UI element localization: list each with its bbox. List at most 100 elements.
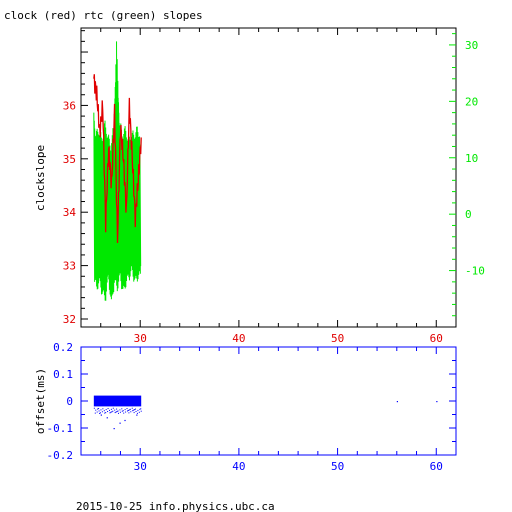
bottom-axis-ticks: 30 40 50 60 0.2 0.1 0 -0.1 -0.2 <box>47 341 457 473</box>
offset-point <box>123 412 125 414</box>
bottom-y-axis-label: offset(ms) <box>34 368 47 434</box>
offset-point <box>110 408 112 410</box>
top-plot-frame <box>80 27 457 328</box>
offset-point <box>109 412 111 414</box>
offset-point <box>114 409 116 411</box>
top-right-tick-label: 0 <box>465 208 472 221</box>
top-right-tick-label: 30 <box>465 39 478 52</box>
offset-point <box>103 410 105 412</box>
offset-point <box>105 412 107 414</box>
bottom-x-tick-label: 30 <box>134 460 147 473</box>
top-x-tick-label: 30 <box>134 332 147 345</box>
offset-point <box>129 408 131 410</box>
offset-point <box>97 408 99 410</box>
top-left-tick-label: 34 <box>63 206 77 219</box>
offset-point <box>107 408 109 410</box>
offset-point <box>131 407 133 409</box>
offset-point <box>110 411 112 413</box>
offset-point <box>105 409 107 411</box>
offset-point <box>98 410 100 412</box>
footer-credit: 2015-10-25 info.physics.ubc.ca <box>76 500 275 512</box>
offset-point <box>116 408 118 410</box>
top-left-tick-label: 36 <box>63 99 76 112</box>
offset-point <box>138 411 140 413</box>
offset-point <box>140 410 142 412</box>
offset-point <box>117 410 119 412</box>
offset-point <box>108 409 110 411</box>
offset-band <box>93 395 142 407</box>
offset-point <box>100 409 102 411</box>
bottom-x-tick-label: 50 <box>331 460 344 473</box>
rtc-series-line <box>93 41 142 301</box>
top-right-tick-label: -10 <box>465 265 485 278</box>
offset-point <box>119 422 121 424</box>
bottom-y-tick-label: -0.1 <box>47 422 74 435</box>
top-x-tick-label: 60 <box>430 332 443 345</box>
bottom-y-tick-label: 0.1 <box>53 368 73 381</box>
top-right-tick-label: 20 <box>465 95 478 108</box>
offset-point <box>94 412 96 414</box>
offset-point <box>135 408 137 410</box>
offset-point <box>114 412 116 414</box>
top-left-tick-label: 35 <box>63 153 76 166</box>
offset-point <box>99 412 101 414</box>
bottom-x-tick-label: 40 <box>232 460 245 473</box>
offset-point <box>117 412 119 414</box>
offset-point <box>126 410 128 412</box>
offset-point <box>127 409 129 411</box>
offset-point <box>139 408 141 410</box>
offset-point <box>102 408 104 410</box>
offset-point <box>122 410 124 412</box>
bottom-y-tick-label: 0.2 <box>53 341 73 354</box>
offset-point <box>113 428 115 430</box>
chart-title: clock (red) rtc (green) slopes <box>4 9 203 22</box>
offset-point <box>134 409 136 411</box>
offset-point <box>107 410 109 412</box>
top-left-tick-label: 33 <box>63 260 76 273</box>
offset-point <box>140 408 142 410</box>
top-y-axis-label: clockslope <box>34 145 47 211</box>
offset-point <box>121 408 123 410</box>
offset-point <box>128 412 130 414</box>
bottom-x-tick-label: 60 <box>430 460 443 473</box>
offset-point <box>100 414 102 416</box>
offset-point <box>136 412 138 414</box>
offset-point <box>119 411 121 413</box>
offset-point <box>106 417 108 419</box>
top-x-tick-label: 50 <box>331 332 344 345</box>
offset-point <box>99 412 101 414</box>
top-x-tick-label: 40 <box>232 332 245 345</box>
bottom-series-group <box>93 395 438 430</box>
offset-point <box>126 408 128 410</box>
clock-series-line <box>93 74 142 244</box>
offset-point <box>115 411 117 413</box>
offset-point <box>112 407 114 409</box>
offset-point <box>124 409 126 411</box>
top-series-group <box>93 41 142 301</box>
offset-point <box>136 414 138 416</box>
offset-point <box>112 410 114 412</box>
offset-point <box>137 409 139 411</box>
bottom-y-tick-label: 0 <box>66 395 73 408</box>
offset-point <box>104 412 106 414</box>
offset-point <box>133 409 135 411</box>
offset-point <box>119 409 121 411</box>
offset-point <box>130 411 132 413</box>
offset-point <box>436 401 438 403</box>
offset-point <box>133 412 135 414</box>
offset-point <box>98 408 100 410</box>
offset-point <box>396 401 398 403</box>
bottom-y-tick-label: -0.2 <box>47 449 74 462</box>
offset-point <box>95 409 97 411</box>
top-axis-ticks: 30 40 50 60 32 33 34 35 36 -10 0 10 20 30 <box>63 28 485 345</box>
offset-point <box>116 410 118 412</box>
offset-point <box>128 409 130 411</box>
offset-point <box>125 411 127 413</box>
offset-point <box>101 411 103 413</box>
offset-point <box>111 411 113 413</box>
top-left-tick-label: 32 <box>63 313 76 326</box>
offset-point <box>124 419 126 422</box>
offset-point <box>96 411 98 413</box>
offset-point <box>132 410 134 412</box>
